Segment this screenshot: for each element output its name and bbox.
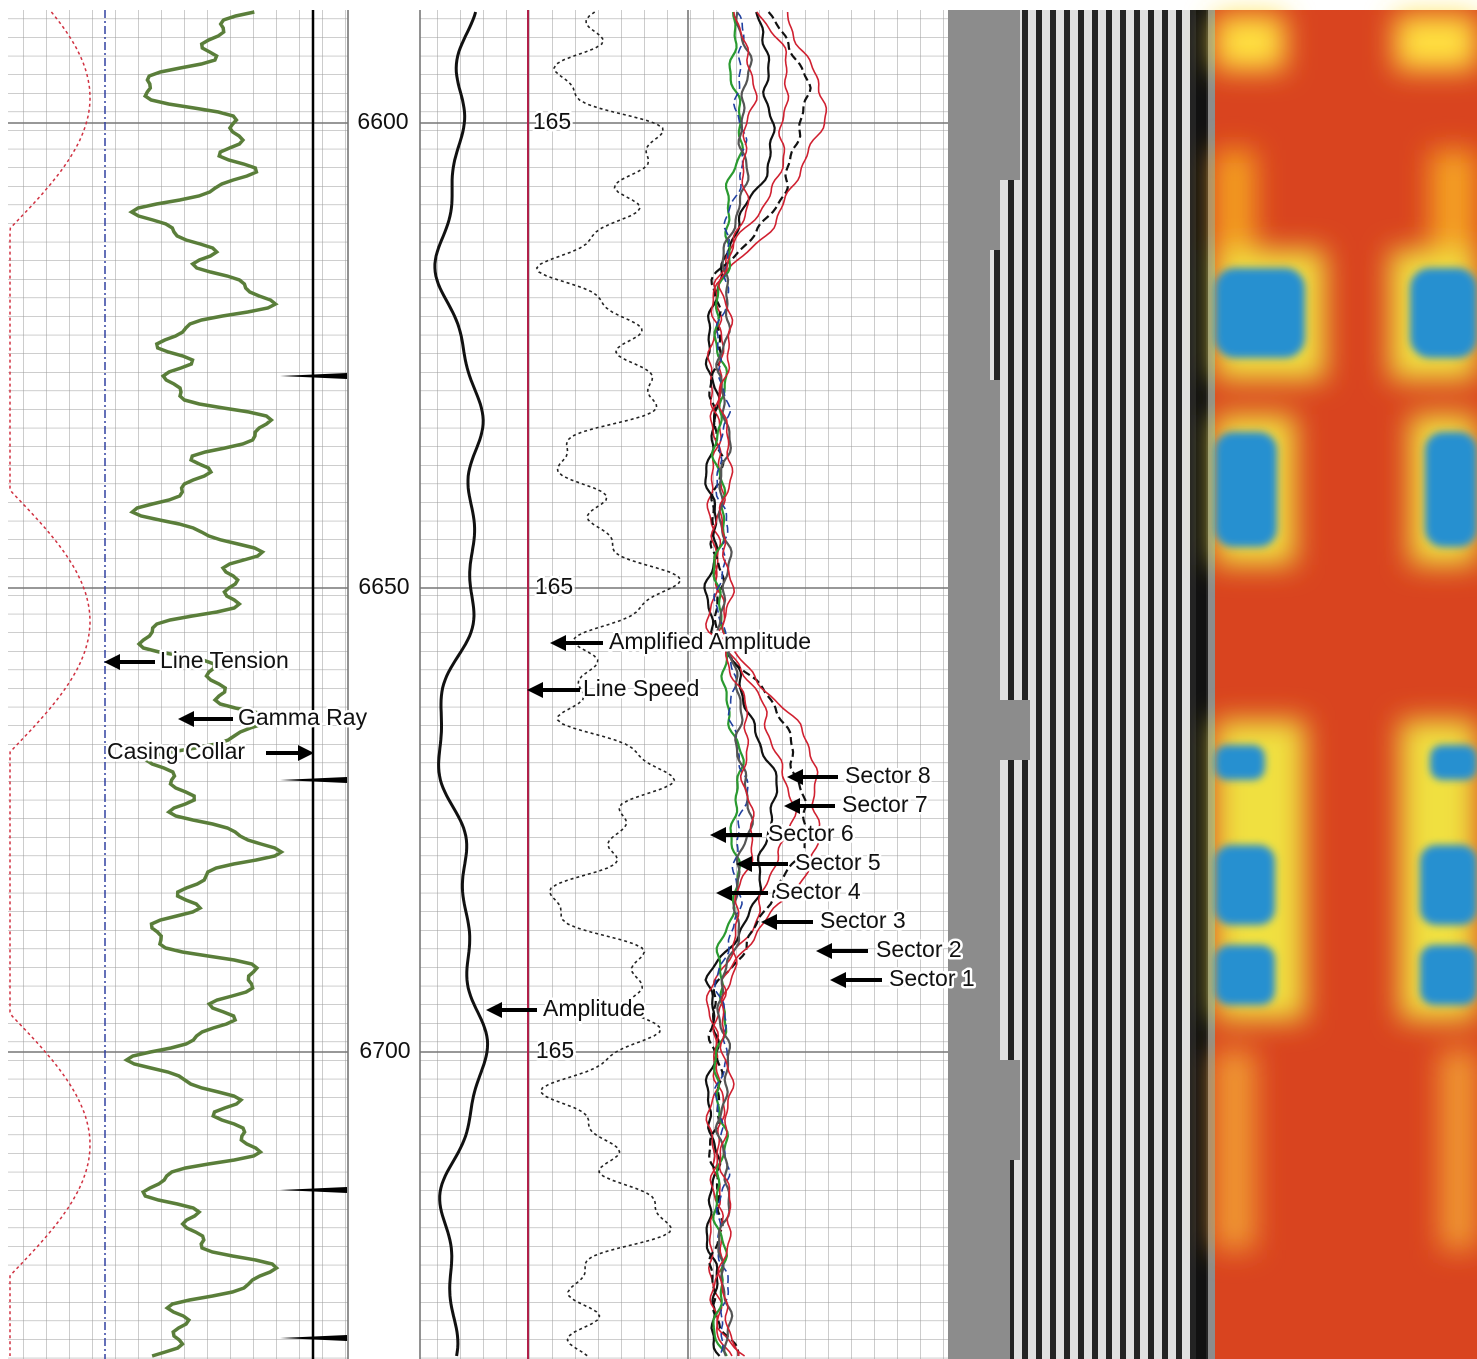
annotation: Line Speed xyxy=(583,675,699,701)
annotation: Sector 1 xyxy=(889,965,975,991)
track1-grid xyxy=(8,10,348,1359)
vdl-image xyxy=(990,10,1208,1359)
annotation: Line Tension xyxy=(160,647,289,673)
depth-label: 6700 xyxy=(359,1037,410,1063)
vdl-stripes xyxy=(1000,760,1208,1000)
amplitude-curve xyxy=(433,11,490,1357)
vdl-stripes xyxy=(1000,380,1208,560)
major-grid xyxy=(8,10,948,1359)
annotation: Sector 3 xyxy=(820,907,906,933)
scale-label: 165 xyxy=(533,108,571,134)
annotations: Line Tension Gamma Ray Casing Collar Amp… xyxy=(104,626,977,1024)
sector-curve xyxy=(717,11,758,1357)
annotation: Sector 4 xyxy=(775,878,861,904)
annotation: Sector 8 xyxy=(845,762,931,788)
vdl-stripes xyxy=(1010,1160,1208,1359)
gamma-ray-curve xyxy=(123,10,285,1358)
sector-curve xyxy=(714,11,754,1357)
vdl-stripes xyxy=(990,250,1208,380)
vdl-stripes xyxy=(1000,1000,1208,1060)
sector-curve xyxy=(713,11,749,1357)
depth-label: 6600 xyxy=(357,108,408,134)
collar-spike xyxy=(280,777,347,783)
vdl-stripes xyxy=(1020,1060,1208,1160)
collar-spike xyxy=(280,1335,347,1341)
collar-spike xyxy=(280,1187,347,1193)
vdl-stripes xyxy=(1000,560,1208,700)
annotation: Sector 7 xyxy=(842,791,928,817)
annotation: Sector 5 xyxy=(795,849,881,875)
scale-label: 165 xyxy=(536,1037,574,1063)
sector-curve xyxy=(705,11,798,1357)
annotation: Sector 6 xyxy=(768,820,854,846)
track2-grid xyxy=(420,10,948,1359)
annotation: Amplified Amplitude xyxy=(609,628,811,654)
sector-curve xyxy=(709,11,828,1357)
annotation: Gamma Ray xyxy=(238,704,368,730)
sector-map xyxy=(1215,10,1477,1359)
annotation: Sector 2 xyxy=(876,936,962,962)
annotation: Amplitude xyxy=(543,995,645,1021)
track1-red-curve xyxy=(9,11,91,1356)
sector-curve xyxy=(707,11,812,1357)
vdl-edge xyxy=(1196,10,1206,1359)
collar-spike xyxy=(280,373,347,379)
depth-label: 6650 xyxy=(358,573,409,599)
log-curves xyxy=(9,10,828,1358)
scale-label: 165 xyxy=(535,573,573,599)
vdl-stripes xyxy=(1030,700,1208,760)
amplified-amplitude-curve xyxy=(535,11,682,1357)
annotation: Casing Collar xyxy=(107,738,245,764)
sector-curve xyxy=(703,11,779,1357)
vdl-stripes xyxy=(1020,10,1208,180)
vdl-stripes xyxy=(1000,180,1208,250)
